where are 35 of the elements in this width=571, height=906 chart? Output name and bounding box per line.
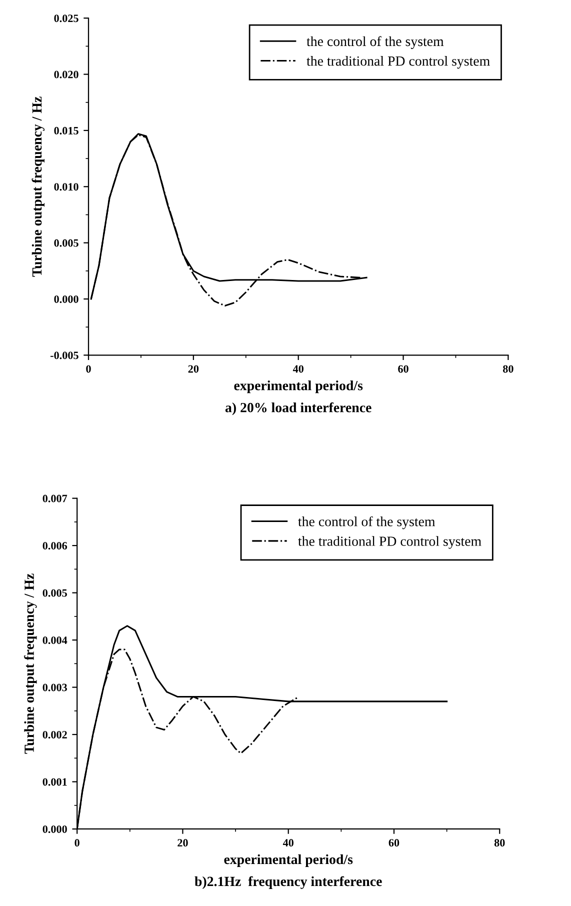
y-tick-label: 0.006 [42,542,68,550]
y-tick-label: 0.000 [42,825,67,834]
y-axis-title: Turbine output frequency / Hz [24,574,37,754]
x-tick-label: 20 [188,365,199,373]
x-tick-label: 40 [282,839,294,847]
x-tick-label: 0 [74,839,80,847]
y-tick-label: 0.005 [54,239,78,247]
y-tick-label: 0.002 [42,730,67,739]
x-axis-title: experimental period/s [224,854,353,867]
x-tick-label: 0 [86,365,91,373]
y-tick-label: 0.025 [54,14,78,22]
y-tick-label: 0.001 [42,778,67,786]
y-tick-label: 0.015 [54,126,78,134]
legend-label: the traditional PD control system [306,56,490,69]
x-tick-label: 60 [398,365,408,373]
legend-label: the control of the system [306,36,444,49]
legend-label: the traditional PD control system [298,536,482,549]
y-tick-label: 0.010 [54,183,78,191]
text: a) 20% load interference [225,402,372,416]
legend-label: the control of the system [298,516,436,530]
x-tick-label: 80 [494,839,505,847]
x-tick-label: 20 [178,839,188,847]
y-tick-label: 0.020 [54,70,78,78]
y-tick-label: 0.005 [42,589,67,597]
x-tick-label: 80 [503,365,514,373]
y-tick-label: 0.000 [54,295,78,303]
y-axis-title: Turbine output frequency / Hz [32,96,45,277]
y-tick-label: 0.004 [42,636,68,644]
y-tick-label: 0.007 [42,494,68,502]
x-tick-label: 40 [292,365,304,373]
y-tick-label: 0.003 [42,684,67,692]
x-tick-label: 60 [388,839,400,847]
text: b)2.1Hz frequency interference [194,876,382,889]
x-axis-title: experimental period/s [234,380,363,394]
y-tick-label: -0.005 [50,352,78,360]
